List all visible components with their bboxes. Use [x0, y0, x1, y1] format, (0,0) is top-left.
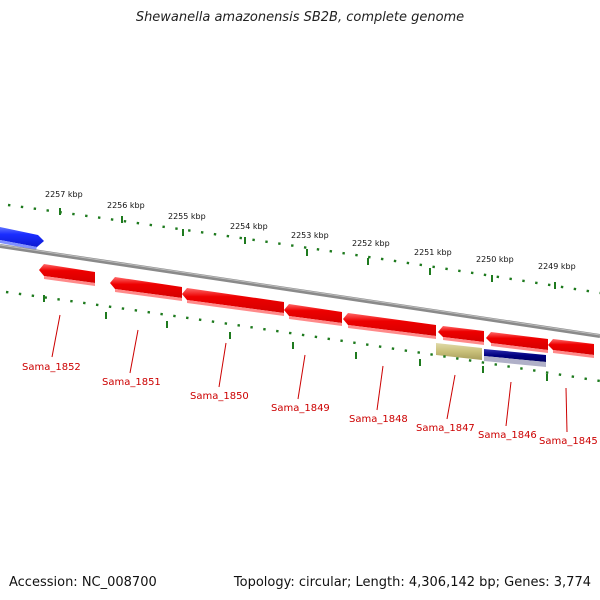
ruler-label: 2249 kbp [538, 262, 576, 271]
gene-label: Sama_1850 [190, 391, 249, 402]
gene-label: Sama_1848 [349, 414, 408, 425]
gene-label: Sama_1849 [271, 403, 330, 414]
ruler-label: 2251 kbp [414, 248, 452, 257]
gene-arrow-sama-1846 [486, 332, 548, 350]
gene-arrow-blue-shadow [0, 239, 37, 250]
ruler-label: 2257 kbp [45, 190, 83, 199]
gene-arrow-shadow [289, 316, 342, 326]
gene-label: Sama_1851 [102, 377, 161, 388]
ruler-label: 2250 kbp [476, 255, 514, 264]
gene-arrow-shadow [44, 276, 95, 286]
gene-arrow-sama-1850 [182, 288, 284, 313]
genome-summary-text: Topology: circular; Length: 4,306,142 bp… [233, 575, 591, 590]
inner-ruler-ticks [43, 295, 548, 381]
outer-ruler-dots [7, 203, 600, 295]
gene-arrow-sama-1849 [284, 304, 342, 323]
gene-arrow-shadow [553, 350, 594, 358]
gene-label: Sama_1845 [539, 436, 598, 447]
accession-text: Accession: NC_008700 [9, 575, 157, 590]
gene-labels: Sama_1852 Sama_1851 Sama_1850 Sama_1849 … [22, 362, 598, 447]
gene-arrow-shadow [491, 343, 548, 353]
gene-arrow-sama-1852 [39, 264, 95, 283]
ruler-label: 2254 kbp [230, 222, 268, 231]
feature-box-khaki [436, 343, 482, 360]
feature-box-navy-shadow [484, 356, 546, 367]
feature-box-navy [484, 349, 546, 362]
ruler-label: 2253 kbp [291, 231, 329, 240]
label-leaders [51, 314, 568, 433]
gene-arrow-sama-1848 [343, 313, 436, 336]
gene-label: Sama_1847 [416, 423, 475, 434]
outer-ruler-ticks [59, 208, 556, 289]
ruler-label: 2256 kbp [107, 201, 145, 210]
ruler-label: 2255 kbp [168, 212, 206, 221]
gene-arrow-sama-1845 [548, 339, 594, 355]
gene-arrow-shadow [115, 289, 182, 301]
ruler-labels: 2257 kbp 2256 kbp 2255 kbp 2254 kbp 2253… [45, 190, 576, 271]
gene-label: Sama_1852 [22, 362, 81, 373]
gene-arrow-shadow [443, 337, 484, 345]
gene-label: Sama_1846 [478, 430, 537, 441]
map-title: Shewanella amazonensis SB2B, complete ge… [135, 10, 465, 25]
gene-arrow-shadow [348, 325, 436, 339]
gene-arrow-shadow [187, 300, 284, 316]
gene-arrows [39, 264, 594, 358]
gene-arrow-sama-1851 [110, 277, 182, 298]
backbone-highlight [0, 244, 600, 336]
ruler-label: 2252 kbp [352, 239, 390, 248]
gene-arrow-sama-1847 [438, 326, 484, 342]
gene-arrow-blue [0, 227, 44, 247]
